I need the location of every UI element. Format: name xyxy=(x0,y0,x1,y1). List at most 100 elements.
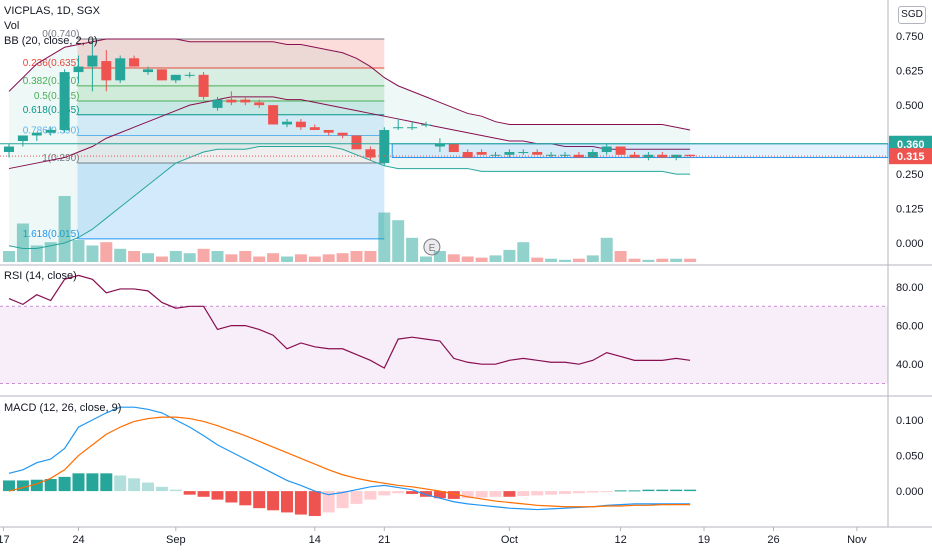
candle-body[interactable] xyxy=(601,146,612,153)
macd-histogram-bar xyxy=(281,491,293,513)
bollinger-indicator-label[interactable]: BB (20, close, 2, 0) xyxy=(4,35,98,47)
volume-bar xyxy=(281,256,293,262)
candle-body[interactable] xyxy=(685,154,696,157)
macd-line xyxy=(8,406,691,511)
candle-body[interactable] xyxy=(31,132,42,136)
candle-body[interactable] xyxy=(379,129,390,164)
candle-body[interactable] xyxy=(212,99,223,108)
candle-body[interactable] xyxy=(448,143,459,153)
candle-body[interactable] xyxy=(184,74,195,76)
volume-bar xyxy=(267,253,280,262)
earnings-event-marker[interactable] xyxy=(423,238,441,256)
macd-histogram-bar xyxy=(656,489,669,492)
volume-bar xyxy=(684,258,697,262)
candle-body[interactable] xyxy=(407,127,418,129)
time-axis-tick: Nov xyxy=(847,534,867,546)
candle-body[interactable] xyxy=(309,127,320,130)
candle-body[interactable] xyxy=(629,154,640,158)
time-axis-tick: 21 xyxy=(378,534,390,546)
candle-body[interactable] xyxy=(254,102,265,106)
candle-body[interactable] xyxy=(4,146,14,153)
candle-body[interactable] xyxy=(462,152,473,158)
volume-bar xyxy=(475,257,488,262)
volume-bar xyxy=(461,256,474,262)
volume-bar xyxy=(600,237,613,262)
volume-bar xyxy=(670,258,683,262)
volume-bar xyxy=(642,259,655,262)
candle-body[interactable] xyxy=(240,99,251,103)
candle-body[interactable] xyxy=(671,154,682,158)
macd-histogram-bar xyxy=(475,491,488,498)
candle-body[interactable] xyxy=(434,143,445,147)
candle-body[interactable] xyxy=(198,74,209,97)
rsi-legend[interactable]: RSI (14, close) xyxy=(4,270,77,282)
candle-body[interactable] xyxy=(268,105,279,125)
candle-body[interactable] xyxy=(351,135,362,150)
candle-body[interactable] xyxy=(365,149,376,158)
candle-body[interactable] xyxy=(615,146,626,155)
candle-body[interactable] xyxy=(476,152,487,155)
fib-level-label: 0(0.740) xyxy=(42,29,79,40)
macd-histogram-bar xyxy=(86,473,99,492)
earnings-event-label: E xyxy=(429,243,436,254)
macd-histogram-bar xyxy=(58,476,71,492)
volume-bar xyxy=(72,240,85,262)
currency-label: SGD xyxy=(901,9,923,20)
macd-histogram-bar xyxy=(142,482,154,492)
price-axis-tick: 0.625 xyxy=(896,66,924,78)
macd-histogram-bar xyxy=(128,478,141,492)
candle-body[interactable] xyxy=(393,127,404,129)
macd-histogram-bar xyxy=(322,491,335,513)
candle-body[interactable] xyxy=(337,132,348,136)
candle-body[interactable] xyxy=(490,154,501,156)
candle-body[interactable] xyxy=(421,124,431,126)
candle-body[interactable] xyxy=(115,58,126,81)
price-badge[interactable] xyxy=(889,135,932,152)
rsi-band-fill xyxy=(0,306,888,384)
macd-histogram-bar xyxy=(72,473,85,492)
macd-signal-line xyxy=(8,416,691,508)
candle-body[interactable] xyxy=(573,154,584,158)
candle-body[interactable] xyxy=(323,129,334,133)
candle-body[interactable] xyxy=(532,152,543,155)
fib-level-label: 0.236(0.635) xyxy=(23,58,80,69)
macd-histogram-bar xyxy=(461,491,474,499)
candle-body[interactable] xyxy=(295,121,306,128)
candle-body[interactable] xyxy=(560,154,570,156)
volume-bar xyxy=(169,251,182,262)
candle-body[interactable] xyxy=(129,58,140,67)
candle-body[interactable] xyxy=(546,154,557,156)
candle-body[interactable] xyxy=(504,152,515,155)
candle-body[interactable] xyxy=(101,61,112,81)
fib-level-label: 0.5(0.515) xyxy=(34,91,80,102)
candle-body[interactable] xyxy=(587,152,598,158)
candle-body[interactable] xyxy=(73,66,84,73)
price-badge[interactable] xyxy=(889,148,932,165)
macd-histogram-bar xyxy=(559,491,571,494)
price-axis-tick: 0.250 xyxy=(896,169,924,181)
volume-bar xyxy=(378,212,391,262)
symbol-title[interactable]: VICPLAS, 1D, SGX xyxy=(4,5,100,17)
time-axis-tick: Sep xyxy=(166,534,186,546)
candle-body[interactable] xyxy=(170,74,181,81)
candle-body[interactable] xyxy=(143,69,153,73)
candle-body[interactable] xyxy=(282,121,292,125)
candle-body[interactable] xyxy=(518,152,529,154)
candle-body[interactable] xyxy=(156,69,167,81)
candle-body[interactable] xyxy=(59,72,70,130)
macd-histogram-bar xyxy=(489,491,502,497)
macd-histogram-bar xyxy=(183,491,196,495)
candle-body[interactable] xyxy=(45,129,56,133)
candle-body[interactable] xyxy=(17,135,28,141)
macd-histogram-bar xyxy=(16,480,29,492)
candle-body[interactable] xyxy=(657,154,668,158)
volume-bar xyxy=(253,256,266,262)
currency-badge[interactable]: SGD xyxy=(898,6,926,24)
candle-body[interactable] xyxy=(226,99,237,103)
candle-body[interactable] xyxy=(87,55,98,67)
volume-indicator-label[interactable]: Vol xyxy=(4,20,20,32)
macd-legend[interactable]: MACD (12, 26, close, 9) xyxy=(4,402,122,414)
macd-histogram-bar xyxy=(392,491,405,494)
